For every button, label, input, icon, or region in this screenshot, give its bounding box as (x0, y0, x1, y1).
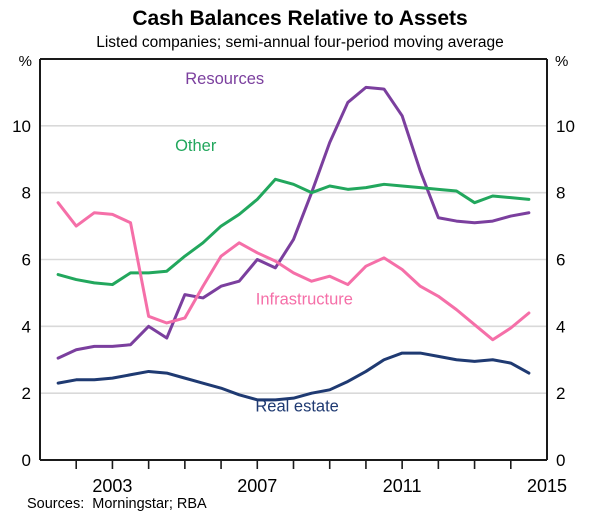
series-label-other: Other (175, 137, 217, 155)
yaxis-tick-label-right: 0 (556, 451, 565, 470)
series-line-infrastructure (56, 201, 531, 342)
yaxis-tick-label-left: 0 (22, 451, 31, 470)
yaxis-tick-label-right: 8 (556, 184, 565, 203)
yaxis-tick-label-left: 8 (22, 184, 31, 203)
series-label-real-estate: Real estate (255, 398, 338, 416)
yaxis-tick-label-right: 4 (556, 317, 565, 336)
chart-plot-area: 2003 2007 2011 2015 0 0 2 2 4 4 6 6 8 8 10 10% % Resource… (12, 53, 575, 492)
xaxis-tick-label: 2015 (527, 476, 567, 492)
yaxis-unit-left: % (19, 53, 32, 70)
yaxis-tick-label-left: 4 (22, 317, 31, 336)
yaxis-tick-label-right: 6 (556, 251, 565, 270)
series-label-resources: Resources (185, 70, 264, 88)
series-line-real-estate (56, 351, 531, 402)
xaxis-tick-label: 2011 (383, 476, 422, 492)
xaxis-tick-label: 2007 (237, 476, 277, 492)
chart-subtitle: Listed companies; semi-annual four-perio… (96, 34, 504, 51)
xaxis-tick-label: 2003 (92, 476, 132, 492)
yaxis-tick-label-right: 10 (556, 117, 575, 136)
series-line-resources (56, 85, 531, 360)
yaxis-tick-label-left: 6 (22, 251, 31, 270)
chart-sources: Sources: Morningstar; RBA (27, 496, 207, 512)
series-line-other (56, 177, 531, 287)
chart-title: Cash Balances Relative to Assets (132, 7, 468, 30)
yaxis-unit-right: % (555, 53, 568, 70)
yaxis-tick-label-left: 10 (12, 117, 31, 136)
yaxis-tick-label-right: 2 (556, 384, 565, 403)
series-label-infrastructure: Infrastructure (256, 291, 353, 309)
yaxis-tick-label-left: 2 (22, 384, 31, 403)
